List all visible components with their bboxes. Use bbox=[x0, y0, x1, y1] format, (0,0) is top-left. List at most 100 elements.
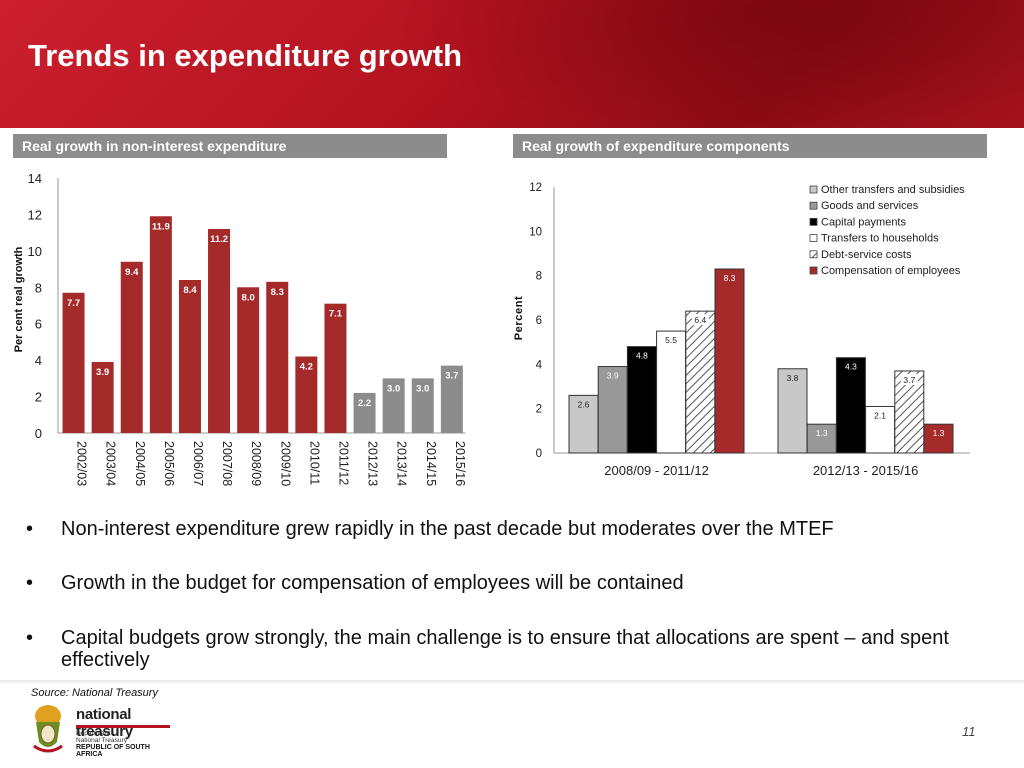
y-tick-label: 6 bbox=[35, 317, 42, 332]
data-label: 3.9 bbox=[96, 367, 109, 378]
bar bbox=[777, 368, 808, 454]
bar bbox=[91, 361, 114, 433]
bullet-dot: • bbox=[26, 627, 34, 649]
x-tick-label: 2010/11 bbox=[307, 441, 321, 485]
data-label: 8.3 bbox=[724, 273, 736, 283]
bullet-text: Capital budgets grow strongly, the main … bbox=[61, 627, 949, 671]
y-tick-label: 10 bbox=[529, 226, 542, 238]
x-tick-label: 2012/13 - 2015/16 bbox=[813, 463, 919, 478]
logo-line1: Department: bbox=[76, 730, 112, 737]
slide-title: Trends in expenditure growth bbox=[28, 38, 463, 73]
data-label: 3.0 bbox=[387, 383, 400, 394]
data-label: 8.0 bbox=[242, 292, 255, 303]
bar bbox=[62, 292, 85, 433]
data-label: 4.3 bbox=[845, 362, 857, 372]
right-panel-label: Real growth of expenditure components bbox=[513, 134, 987, 158]
page-number: 11 bbox=[962, 724, 976, 739]
logo-line2: National Treasury bbox=[76, 737, 127, 744]
x-tick-label: 2009/10 bbox=[278, 441, 292, 486]
bar bbox=[923, 423, 954, 454]
data-label: 1.3 bbox=[933, 428, 945, 438]
legend-label: Other transfers and subsidies bbox=[821, 184, 965, 196]
data-label: 4.2 bbox=[300, 362, 313, 373]
data-label: 11.9 bbox=[152, 221, 170, 232]
bar bbox=[411, 378, 434, 433]
y-tick-label: 12 bbox=[28, 207, 42, 222]
y-tick-label: 2 bbox=[536, 404, 542, 416]
data-label: 8.4 bbox=[183, 285, 197, 296]
bullet-dot: • bbox=[26, 518, 34, 540]
x-tick-label: 2015/16 bbox=[453, 441, 467, 486]
bar bbox=[656, 330, 687, 454]
bar bbox=[237, 287, 260, 433]
footer: Source: National Treasury national treas… bbox=[0, 680, 1024, 768]
y-tick-label: 4 bbox=[35, 353, 42, 368]
legend-swatch bbox=[809, 217, 818, 226]
bar bbox=[440, 365, 463, 433]
data-label: 5.5 bbox=[665, 335, 677, 345]
y-tick-label: 10 bbox=[28, 244, 42, 259]
footer-divider bbox=[0, 680, 1024, 685]
bullet-text: Non-interest expenditure grew rapidly in… bbox=[61, 518, 834, 540]
bullet-dot: • bbox=[26, 572, 34, 594]
legend-label: Transfers to households bbox=[821, 233, 939, 245]
data-label: 7.1 bbox=[329, 309, 343, 320]
x-tick-label: 2006/07 bbox=[191, 441, 205, 486]
noninterest-growth-chart: 0 2 4 6 8 10 12 14 Per cent real growth 7.7 2002/0… bbox=[13, 171, 467, 486]
bar bbox=[835, 357, 866, 454]
legend-label: Goods and services bbox=[821, 200, 919, 212]
bar bbox=[266, 281, 289, 433]
x-tick-label: 2011/12 bbox=[336, 441, 350, 485]
legend-label: Capital payments bbox=[821, 216, 906, 228]
y-axis-title: Per cent real growth bbox=[13, 246, 25, 352]
x-tick-label: 2007/08 bbox=[220, 441, 234, 486]
legend-swatch bbox=[809, 250, 818, 259]
x-tick-label: 2013/14 bbox=[395, 441, 409, 486]
legend-swatch bbox=[809, 185, 818, 194]
y-tick-label: 8 bbox=[536, 271, 542, 283]
data-label: 9.4 bbox=[125, 267, 139, 278]
legend-swatch bbox=[809, 266, 818, 275]
bar bbox=[120, 261, 143, 433]
x-tick-label: 2014/15 bbox=[424, 441, 438, 486]
components-growth-chart: 0 2 4 6 8 10 12 Percent 2.6 3.9 4.8 5.5 6.4 8.3 2008/0… bbox=[513, 182, 970, 478]
x-tick-label: 2004/05 bbox=[133, 441, 147, 486]
data-label: 11.2 bbox=[210, 234, 228, 245]
coat-of-arms-icon bbox=[33, 705, 63, 753]
bullet-text: Growth in the budget for compensation of… bbox=[61, 572, 684, 594]
bar bbox=[685, 310, 716, 454]
y-tick-label: 8 bbox=[35, 280, 42, 295]
data-label: 3.7 bbox=[903, 375, 915, 385]
legend-swatch bbox=[809, 201, 818, 210]
bar bbox=[626, 346, 657, 454]
bar bbox=[597, 366, 628, 454]
x-tick-label: 2008/09 bbox=[249, 441, 263, 486]
y-tick-label: 0 bbox=[35, 426, 42, 441]
data-label: 6.4 bbox=[694, 315, 706, 325]
y-tick-label: 4 bbox=[536, 359, 543, 371]
bar bbox=[149, 216, 172, 433]
data-label: 3.7 bbox=[445, 371, 458, 382]
national-treasury-logo: national treasury Department: National T… bbox=[28, 702, 178, 758]
data-label: 4.8 bbox=[636, 351, 648, 361]
left-panel-label: Real growth in non-interest expenditure bbox=[13, 134, 447, 158]
bar bbox=[353, 392, 376, 433]
legend-swatch bbox=[809, 234, 818, 243]
logo-underline bbox=[76, 725, 170, 728]
data-label: 7.7 bbox=[67, 298, 80, 309]
y-axis-title: Percent bbox=[513, 296, 525, 341]
bar bbox=[382, 378, 405, 433]
data-label: 1.3 bbox=[816, 428, 828, 438]
data-label: 3.9 bbox=[607, 371, 619, 381]
data-label: 2.2 bbox=[358, 398, 371, 409]
x-tick-label: 2003/04 bbox=[104, 441, 118, 486]
y-tick-label: 0 bbox=[536, 448, 542, 460]
data-label-backdrop bbox=[691, 314, 709, 326]
y-tick-label: 14 bbox=[28, 171, 42, 186]
bar bbox=[208, 229, 231, 433]
legend-label: Debt-service costs bbox=[821, 249, 912, 261]
bar bbox=[568, 394, 599, 454]
data-label: 2.1 bbox=[874, 410, 886, 420]
bar bbox=[806, 423, 837, 454]
data-label: 3.8 bbox=[787, 373, 799, 383]
